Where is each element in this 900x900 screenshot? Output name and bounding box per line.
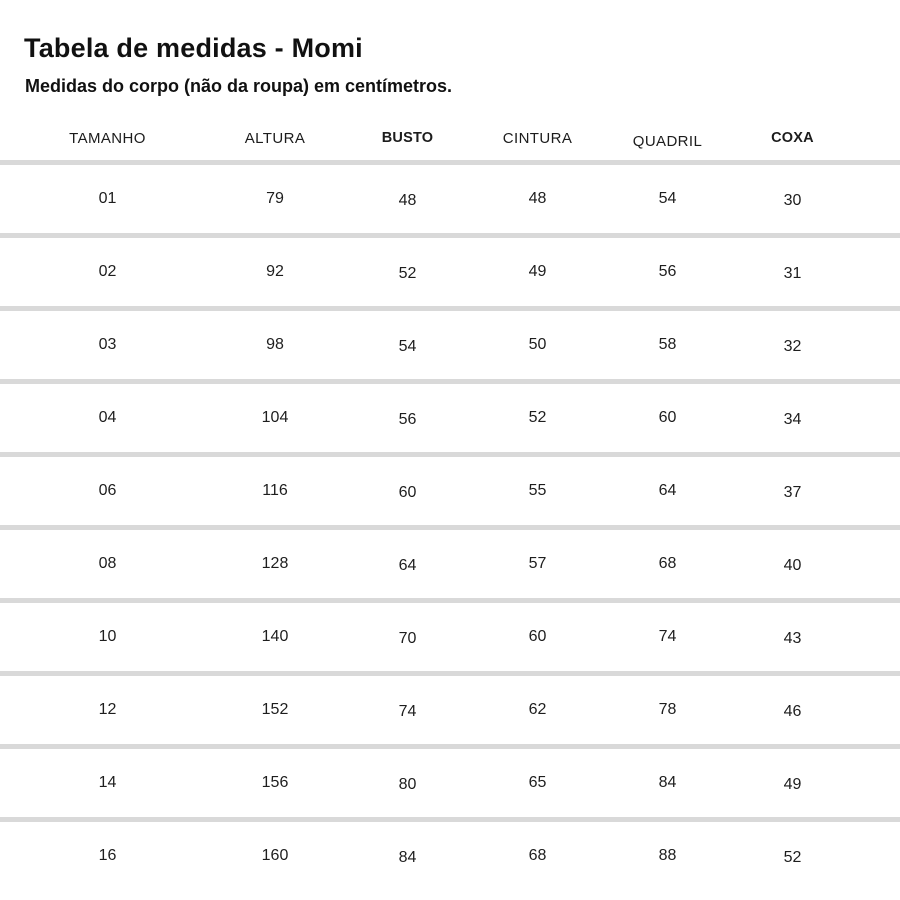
table-row: 06 116 60 55 64 37 — [0, 452, 900, 525]
table-cell: 84 — [398, 849, 417, 866]
table-cell: 52 — [528, 409, 547, 426]
table-cell: 56 — [658, 263, 677, 280]
table-cell: 64 — [398, 557, 417, 574]
column-header-cintura: CINTURA — [502, 129, 573, 147]
table-cell: 57 — [528, 555, 547, 572]
table-cell: 60 — [658, 409, 677, 426]
table-row: 02 92 52 49 56 31 — [0, 233, 900, 306]
table-body: 01 79 48 48 54 30 02 92 52 49 56 31 03 9… — [0, 160, 900, 890]
table-cell: 08 — [98, 555, 117, 572]
table-cell: 48 — [398, 192, 417, 209]
table-cell: 54 — [398, 338, 417, 355]
table-cell: 52 — [398, 265, 417, 282]
table-cell: 56 — [398, 411, 417, 428]
table-cell: 88 — [658, 847, 677, 864]
page-title: Tabela de medidas - Momi — [24, 33, 363, 63]
table-cell: 152 — [261, 701, 289, 718]
table-cell: 116 — [262, 482, 288, 499]
table-row: 04 104 56 52 60 34 — [0, 379, 900, 452]
table-cell: 10 — [98, 628, 117, 645]
table-cell: 49 — [783, 776, 802, 793]
table-cell: 104 — [261, 409, 289, 426]
table-cell: 160 — [261, 847, 289, 864]
column-header-busto: BUSTO — [381, 130, 434, 146]
table-cell: 55 — [528, 482, 547, 499]
table-cell: 06 — [98, 482, 117, 499]
table-cell: 78 — [658, 701, 677, 718]
table-row: 08 128 64 57 68 40 — [0, 525, 900, 598]
table-cell: 70 — [398, 630, 417, 647]
column-header-quadril: QUADRIL — [632, 132, 703, 150]
table-cell: 49 — [528, 263, 547, 280]
table-cell: 98 — [266, 336, 284, 353]
table-cell: 01 — [98, 190, 117, 207]
table-cell: 50 — [528, 336, 547, 353]
table-cell: 48 — [528, 190, 547, 207]
table-cell: 54 — [658, 190, 677, 207]
table-cell: 64 — [658, 482, 677, 499]
table-cell: 140 — [261, 628, 289, 645]
column-header-coxa: COXA — [771, 130, 814, 146]
table-row: 12 152 74 62 78 46 — [0, 671, 900, 744]
table-cell: 74 — [398, 703, 417, 720]
table-cell: 84 — [658, 774, 677, 791]
table-cell: 04 — [98, 409, 117, 426]
table-cell: 31 — [783, 265, 802, 282]
table-row: 16 160 84 68 88 52 — [0, 817, 900, 890]
table-cell: 156 — [261, 774, 289, 791]
table-row: 10 140 70 60 74 43 — [0, 598, 900, 671]
table-cell: 60 — [398, 484, 417, 501]
table-cell: 32 — [783, 338, 802, 355]
table-cell: 16 — [98, 847, 117, 864]
table-cell: 02 — [98, 263, 117, 280]
table-cell: 60 — [528, 628, 547, 645]
table-header-row: TAMANHO ALTURA BUSTO CINTURA QUADRIL COX… — [0, 124, 900, 152]
table-cell: 74 — [658, 628, 677, 645]
table-cell: 43 — [783, 630, 802, 647]
table-row: 03 98 54 50 58 32 — [0, 306, 900, 379]
table-cell: 46 — [783, 703, 802, 720]
table-cell: 79 — [266, 190, 284, 207]
column-header-tamanho: TAMANHO — [69, 129, 146, 147]
table-cell: 62 — [528, 701, 547, 718]
column-header-altura: ALTURA — [244, 129, 306, 147]
table-cell: 03 — [98, 336, 117, 353]
table-cell: 37 — [783, 484, 802, 501]
table-cell: 58 — [658, 336, 677, 353]
table-cell: 30 — [783, 192, 802, 209]
table-cell: 92 — [266, 263, 284, 280]
table-cell: 52 — [783, 849, 802, 866]
table-cell: 12 — [98, 701, 117, 718]
table-cell: 14 — [98, 774, 117, 791]
table-cell: 128 — [261, 555, 289, 572]
table-cell: 80 — [398, 776, 417, 793]
table-row: 14 156 80 65 84 49 — [0, 744, 900, 817]
table-cell: 68 — [528, 847, 547, 864]
table-cell: 40 — [783, 557, 802, 574]
table-cell: 34 — [783, 411, 802, 428]
table-row: 01 79 48 48 54 30 — [0, 160, 900, 233]
table-cell: 65 — [528, 774, 547, 791]
table-cell: 68 — [658, 555, 677, 572]
page-subtitle: Medidas do corpo (não da roupa) em centí… — [25, 76, 453, 96]
